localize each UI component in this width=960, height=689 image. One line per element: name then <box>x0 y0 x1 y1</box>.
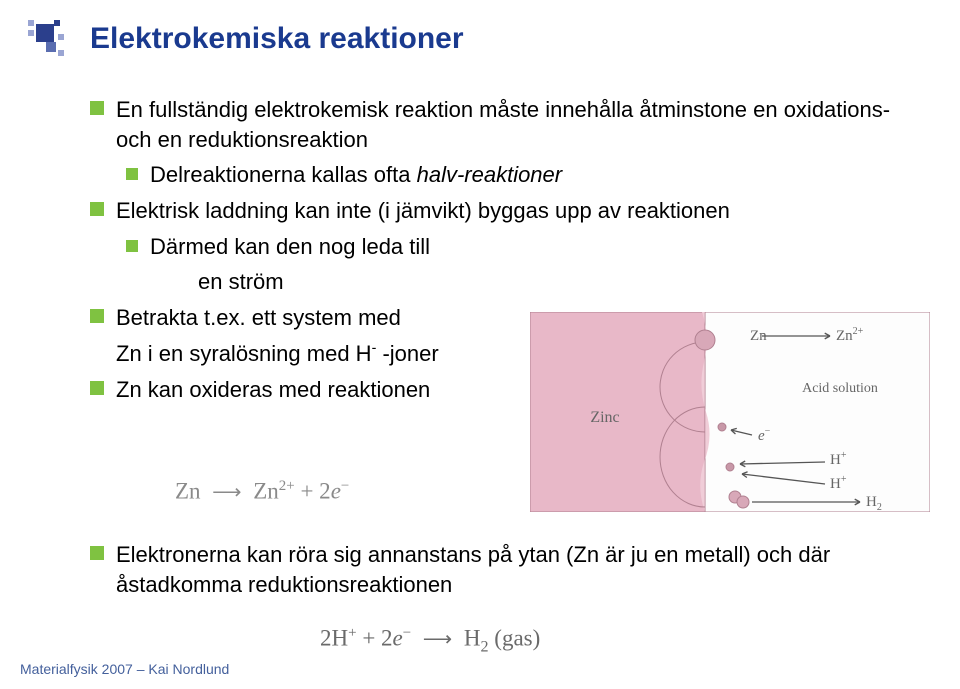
formula-zn-oxidation: Zn ⟶ Zn2+ + 2e− <box>175 478 349 505</box>
svg-text:Acid solution: Acid solution <box>802 381 878 396</box>
bullet-icon <box>90 381 104 395</box>
bullet-icon <box>90 546 104 560</box>
bullet-icon <box>90 202 104 216</box>
bullet-text: Betrakta t.ex. ett system med <box>116 303 401 333</box>
bullet-icon <box>126 240 138 252</box>
bullet-text: En fullständig elektrokemisk reaktion må… <box>116 95 910 154</box>
bullet-icon <box>126 168 138 180</box>
formula-h-reduction: 2H+ + 2e− ⟶ H2 (gas) <box>320 625 540 656</box>
bullet-text: Elektrisk laddning kan inte (i jämvikt) … <box>116 196 730 226</box>
page-title: Elektrokemiska reaktioner <box>90 22 464 56</box>
logo <box>28 20 70 62</box>
bullet-text: Zn kan oxideras med reaktionen <box>116 375 430 405</box>
bullet-icon <box>90 309 104 323</box>
bullet-text: Zn i en syralösning med H- -joner <box>116 339 439 369</box>
bullet-icon <box>90 101 104 115</box>
footer-text: Materialfysik 2007 – Kai Nordlund <box>20 661 229 677</box>
svg-text:Zinc: Zinc <box>590 409 619 426</box>
bullet-text: en ström <box>198 267 284 297</box>
bullet-text: Delreaktionerna kallas ofta halv-reaktio… <box>150 160 562 190</box>
lower-content: Elektronerna kan röra sig annanstans på … <box>90 540 910 605</box>
zinc-acid-diagram: ZincAcid solutionZnZn2+e−H+H+H2 <box>530 312 930 512</box>
bullet-text: Därmed kan den nog leda till <box>150 232 430 262</box>
bullet-text: Elektronerna kan röra sig annanstans på … <box>116 540 910 599</box>
